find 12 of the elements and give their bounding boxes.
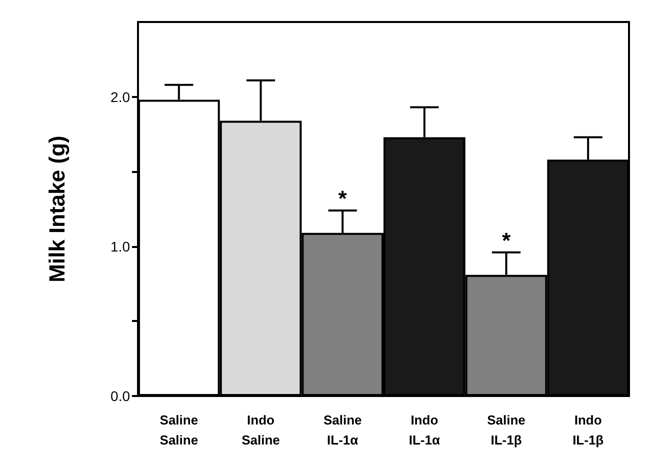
- y-tick-label: 2.0: [110, 88, 130, 105]
- annotation: *: [338, 186, 348, 211]
- y-axis-title: Milk Intake (g): [44, 136, 70, 282]
- annotation: *: [502, 228, 511, 253]
- x-tick-label: Indo IL-1β: [572, 412, 604, 448]
- y-tick-label: 0.0: [110, 388, 130, 404]
- x-tick-label: Saline IL-1β: [487, 412, 526, 448]
- y-tick-label: 1.0: [110, 238, 130, 254]
- x-tick-label: Saline Saline: [160, 412, 198, 448]
- x-tick-label: Indo IL-1α: [408, 412, 440, 448]
- x-tick-label: Indo Saline: [242, 412, 280, 448]
- x-tick-label: Saline IL-1α: [323, 412, 362, 448]
